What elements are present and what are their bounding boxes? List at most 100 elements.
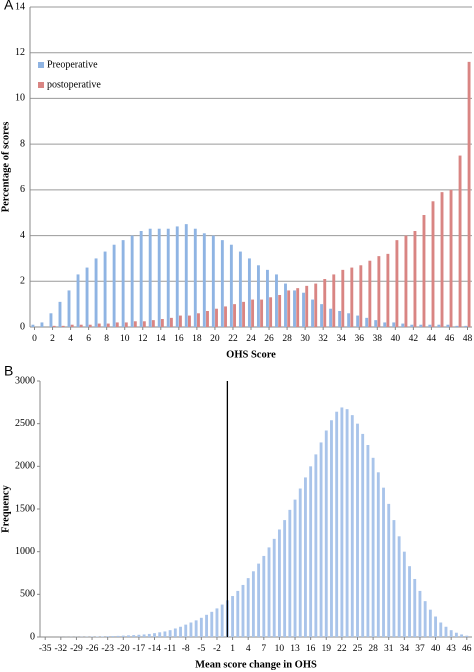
bar	[175, 226, 179, 327]
bar	[142, 321, 146, 327]
bar	[437, 324, 441, 327]
bar	[350, 415, 354, 637]
bar	[111, 636, 115, 637]
bar	[275, 274, 278, 327]
bar	[413, 578, 417, 637]
bar	[356, 315, 360, 327]
x-tick-label: -26	[86, 644, 99, 654]
bar	[455, 325, 459, 327]
bar	[168, 630, 172, 637]
bar	[382, 487, 385, 637]
bar	[148, 228, 152, 327]
y-tick-label: 10	[15, 93, 25, 104]
legend-swatch	[38, 82, 44, 88]
bar	[386, 253, 390, 327]
x-tick-label: -29	[70, 644, 83, 654]
bar	[173, 628, 177, 637]
y-tick-label: 0	[30, 631, 35, 642]
x-tick-label: -32	[54, 644, 67, 654]
bar	[142, 634, 146, 637]
bar	[76, 274, 80, 327]
bar	[365, 317, 369, 327]
y-tick-label: 6	[20, 184, 25, 195]
bar	[347, 313, 351, 327]
y-tick-label: 2500	[15, 418, 35, 429]
bar	[121, 635, 125, 637]
x-tick-label: 36	[354, 334, 364, 344]
y-tick-label: 1000	[15, 546, 35, 557]
x-tick-label: -20	[117, 644, 130, 654]
bar	[205, 614, 208, 637]
bar	[147, 633, 151, 637]
x-tick-label: 25	[353, 644, 363, 654]
x-tick-label: 10	[120, 334, 130, 344]
bar	[178, 315, 182, 327]
bar	[395, 240, 399, 327]
bar	[314, 454, 318, 637]
y-tick-label: 0	[20, 321, 25, 332]
bar	[332, 274, 336, 327]
bar	[320, 304, 324, 327]
bar	[324, 430, 328, 637]
bar	[392, 520, 396, 637]
bar	[262, 555, 266, 637]
x-tick-label: 13	[290, 644, 300, 654]
bar	[70, 324, 74, 327]
bar	[287, 290, 291, 327]
x-tick-label: 8	[104, 334, 109, 344]
bar	[137, 634, 141, 637]
x-tick-label: 31	[384, 644, 394, 654]
bar	[115, 322, 119, 327]
bar	[158, 632, 162, 637]
bar	[132, 635, 136, 637]
bar	[293, 499, 297, 637]
bar	[267, 547, 271, 637]
bar	[392, 322, 396, 327]
x-tick-label: 26	[264, 334, 274, 344]
x-axis-title: OHS Score	[226, 349, 276, 360]
panel-label: A	[4, 0, 14, 13]
bar	[163, 631, 167, 637]
bar	[397, 536, 401, 637]
bar	[330, 420, 333, 637]
x-tick-label: -23	[101, 644, 114, 654]
bar	[323, 279, 327, 327]
bar	[112, 244, 116, 327]
bar	[449, 630, 453, 637]
bar	[464, 325, 468, 327]
x-tick-label: 32	[318, 334, 328, 344]
bar	[194, 620, 198, 637]
bar	[97, 323, 101, 327]
x-tick-label: 30	[300, 334, 310, 344]
bar	[272, 538, 276, 637]
y-tick-label: 2	[20, 276, 25, 287]
x-tick-label: 16	[306, 644, 316, 654]
bar	[335, 411, 339, 637]
x-tick-label: -8	[182, 644, 190, 654]
bar	[383, 322, 387, 327]
bar	[266, 269, 269, 327]
x-tick-label: 24	[246, 334, 256, 344]
bar	[428, 609, 432, 637]
bar	[278, 295, 282, 327]
bar	[434, 616, 437, 637]
y-tick-label: 3000	[15, 375, 35, 386]
bar	[458, 155, 462, 327]
bar	[179, 626, 182, 637]
bar	[251, 571, 255, 637]
x-tick-label: 6	[86, 334, 91, 344]
bar	[410, 324, 414, 327]
bar	[49, 313, 53, 327]
x-tick-label: 38	[373, 334, 383, 344]
x-tick-label: 28	[282, 334, 292, 344]
bar	[58, 301, 62, 327]
bar	[361, 433, 365, 637]
bar	[402, 551, 406, 637]
bar	[139, 231, 143, 327]
bar	[231, 596, 235, 637]
bar	[106, 323, 110, 327]
bar	[311, 299, 314, 327]
bar	[199, 617, 203, 637]
x-tick-label: 1	[230, 644, 235, 654]
bar	[374, 320, 378, 327]
